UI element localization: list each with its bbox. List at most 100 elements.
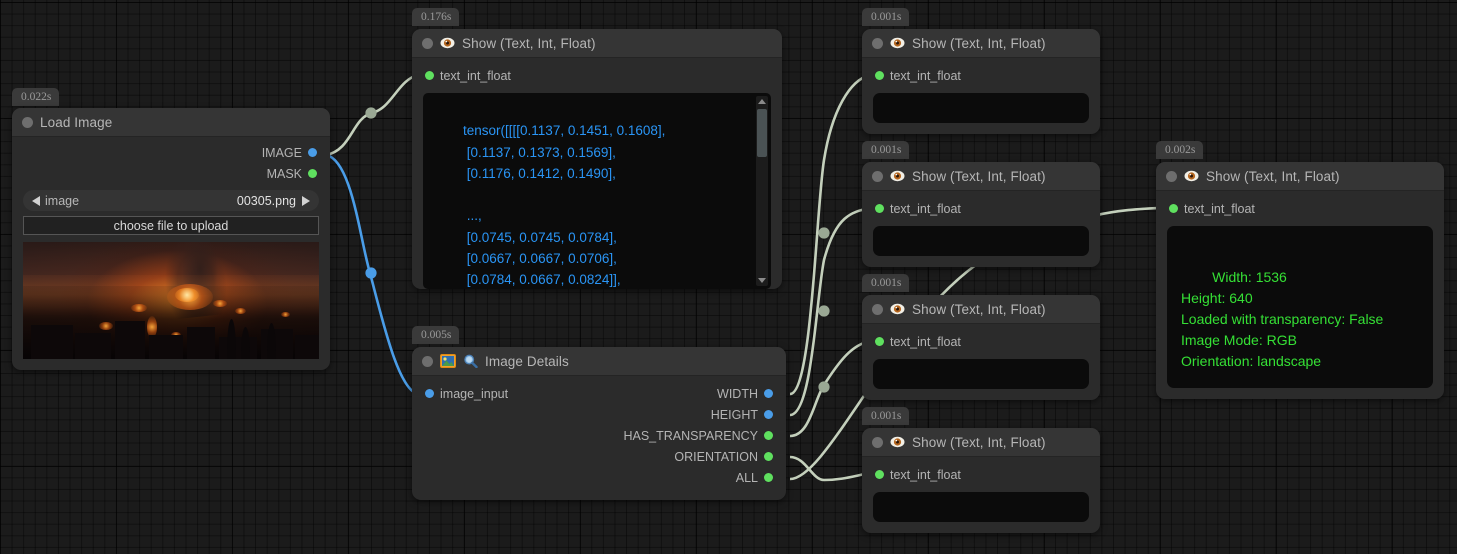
output-port-orientation[interactable]: ORIENTATION <box>412 446 786 467</box>
timing-badge-show-orientation: 0.001s <box>862 407 910 425</box>
port-dot-input[interactable] <box>425 389 434 398</box>
node-title-bar[interactable]: Show (Text, Int, Float) <box>862 29 1100 58</box>
eye-icon <box>890 37 905 49</box>
node-show-transparency[interactable]: Show (Text, Int, Float) text_int_float F… <box>862 295 1100 400</box>
input-port-image-input[interactable]: image_input WIDTH <box>412 383 786 404</box>
collapse-dot-icon[interactable] <box>422 355 433 367</box>
upload-button-label: choose file to upload <box>113 218 229 233</box>
node-body: text_int_float 1536 <box>862 58 1100 123</box>
input-port-text-int-float[interactable]: text_int_float <box>862 198 1100 219</box>
input-port-text-int-float[interactable]: text_int_float <box>862 464 1100 485</box>
collapse-dot-icon[interactable] <box>422 37 433 49</box>
port-dot-input[interactable] <box>1169 204 1178 213</box>
collapse-dot-icon[interactable] <box>22 116 33 128</box>
node-title-bar[interactable]: Show (Text, Int, Float) <box>1156 162 1444 191</box>
node-image-details[interactable]: Image Details image_input WIDTH HEIGHT H… <box>412 347 786 500</box>
port-dot-width[interactable] <box>764 389 773 398</box>
wire-midpoint-dot <box>818 305 830 317</box>
node-show-height[interactable]: Show (Text, Int, Float) text_int_float 6… <box>862 162 1100 267</box>
port-dot-input[interactable] <box>875 337 884 346</box>
input-port-text-int-float[interactable]: text_int_float <box>1156 198 1444 219</box>
preview-fire-glow <box>213 300 227 307</box>
preview-tree <box>267 323 276 359</box>
collapse-dot-icon[interactable] <box>872 170 883 182</box>
input-port-label: text_int_float <box>440 68 511 83</box>
input-port-label: text_int_float <box>890 68 961 83</box>
collapse-dot-icon[interactable] <box>1166 170 1177 182</box>
input-port-label: image_input <box>440 386 509 401</box>
collapse-dot-icon[interactable] <box>872 303 883 315</box>
node-show-width[interactable]: Show (Text, Int, Float) text_int_float 1… <box>862 29 1100 134</box>
triangle-right-icon[interactable] <box>302 195 310 206</box>
scroll-up-arrow-icon[interactable] <box>758 99 766 104</box>
value-output-box[interactable]: 640 <box>873 226 1089 256</box>
preview-fire-glow <box>99 322 113 330</box>
port-dot-input[interactable] <box>875 71 884 80</box>
node-title-label: Show (Text, Int, Float) <box>1206 168 1340 184</box>
output-port-all[interactable]: ALL <box>412 467 786 488</box>
output-port-image[interactable]: IMAGE <box>12 142 330 163</box>
wire-midpoint-dot <box>818 381 830 393</box>
output-port-label: MASK <box>266 166 302 181</box>
output-port-label: ORIENTATION <box>674 449 758 464</box>
node-title-bar[interactable]: Show (Text, Int, Float) <box>862 295 1100 324</box>
triangle-left-icon[interactable] <box>32 195 40 206</box>
output-port-label: IMAGE <box>261 145 302 160</box>
port-dot-input[interactable] <box>875 470 884 479</box>
input-port-text-int-float[interactable]: text_int_float <box>412 65 782 86</box>
output-port-height[interactable]: HEIGHT <box>412 404 786 425</box>
port-dot-input[interactable] <box>425 71 434 80</box>
output-port-label: WIDTH <box>717 386 758 401</box>
input-port-text-int-float[interactable]: text_int_float <box>862 331 1100 352</box>
port-dot-image[interactable] <box>308 148 317 157</box>
image-preview[interactable] <box>23 242 319 359</box>
value-output-box[interactable]: Width: 1536 Height: 640 Loaded with tran… <box>1167 226 1433 388</box>
node-show-tensor[interactable]: Show (Text, Int, Float) text_int_float t… <box>412 29 782 289</box>
preview-tree <box>241 327 250 359</box>
node-title-label: Show (Text, Int, Float) <box>912 168 1046 184</box>
choose-file-to-upload-button[interactable]: choose file to upload <box>23 216 319 235</box>
timing-badge-show-transparency: 0.001s <box>862 274 910 292</box>
input-port-label: text_int_float <box>890 467 961 482</box>
input-port-text-int-float[interactable]: text_int_float <box>862 65 1100 86</box>
node-title-bar[interactable]: Load Image <box>12 108 330 137</box>
collapse-dot-icon[interactable] <box>872 37 883 49</box>
eye-icon <box>440 37 455 49</box>
node-title-label: Show (Text, Int, Float) <box>912 434 1046 450</box>
node-title-bar[interactable]: Show (Text, Int, Float) <box>862 428 1100 457</box>
scroll-down-arrow-icon[interactable] <box>758 278 766 283</box>
value-output-box[interactable]: False <box>873 359 1089 389</box>
preview-fire-glow <box>147 316 157 338</box>
port-dot-mask[interactable] <box>308 169 317 178</box>
preview-fire-glow <box>131 304 147 312</box>
collapse-dot-icon[interactable] <box>872 436 883 448</box>
node-show-all[interactable]: Show (Text, Int, Float) text_int_float W… <box>1156 162 1444 399</box>
timing-badge-show-height: 0.001s <box>862 141 910 159</box>
image-select-combo[interactable]: image 00305.png <box>23 190 319 211</box>
node-title-bar[interactable]: Image Details <box>412 347 786 376</box>
value-output-box[interactable]: 1536 <box>873 93 1089 123</box>
preview-building <box>31 325 73 359</box>
value-output-box[interactable]: landscape <box>873 492 1089 522</box>
output-port-has-transparency[interactable]: HAS_TRANSPARENCY <box>412 425 786 446</box>
eye-icon <box>1184 170 1199 182</box>
node-body: text_int_float landscape <box>862 457 1100 522</box>
port-dot-input[interactable] <box>875 204 884 213</box>
vertical-scrollbar[interactable] <box>756 96 768 286</box>
node-load-image[interactable]: Load Image IMAGE MASK image 00305.png ch… <box>12 108 330 370</box>
port-dot-has-transparency[interactable] <box>764 431 773 440</box>
node-show-orientation[interactable]: Show (Text, Int, Float) text_int_float l… <box>862 428 1100 533</box>
tensor-output-textarea[interactable]: tensor([[[[0.1137, 0.1451, 0.1608], [0.1… <box>423 93 771 289</box>
port-dot-height[interactable] <box>764 410 773 419</box>
node-body: IMAGE MASK image 00305.png choose file t… <box>12 137 330 370</box>
node-title-bar[interactable]: Show (Text, Int, Float) <box>862 162 1100 191</box>
port-dot-orientation[interactable] <box>764 452 773 461</box>
preview-building <box>149 335 183 359</box>
node-title-bar[interactable]: Show (Text, Int, Float) <box>412 29 782 58</box>
preview-fire-glow <box>281 312 290 317</box>
scrollbar-thumb[interactable] <box>757 109 767 157</box>
timing-badge-image-details: 0.005s <box>412 326 460 344</box>
port-dot-all[interactable] <box>764 473 773 482</box>
output-port-mask[interactable]: MASK <box>12 163 330 184</box>
